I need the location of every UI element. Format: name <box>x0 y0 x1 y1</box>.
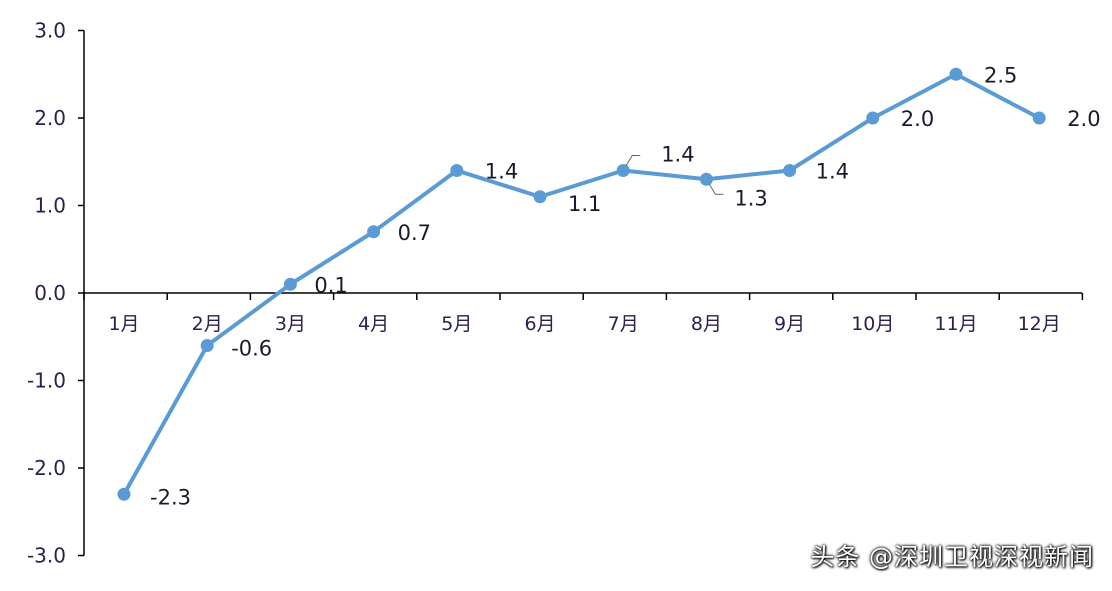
x-tick-label: 4月 <box>358 313 389 335</box>
y-tick-label: -2.0 <box>27 456 66 480</box>
x-tick-label: 6月 <box>524 313 555 335</box>
data-point <box>367 225 381 239</box>
x-tick-label: 1月 <box>108 313 139 335</box>
data-point <box>699 172 713 186</box>
y-tick-label: -1.0 <box>27 369 66 393</box>
data-label: 2.0 <box>901 107 934 131</box>
y-tick-label: 0.0 <box>34 281 66 305</box>
y-tick-label: 1.0 <box>34 194 66 218</box>
x-tick-label: 8月 <box>691 313 722 335</box>
data-point <box>949 67 963 81</box>
data-label: 2.0 <box>1067 107 1100 131</box>
x-tick-label: 10月 <box>851 313 894 335</box>
data-label: -2.3 <box>150 485 191 509</box>
data-label: 1.4 <box>816 160 849 184</box>
data-point <box>200 339 214 352</box>
series-line <box>122 72 1041 496</box>
watermark: 头条 @深圳卫视深视新闻 <box>810 543 1094 571</box>
data-point <box>866 111 880 125</box>
data-label: 1.1 <box>568 192 601 216</box>
x-tick-label: 2月 <box>192 313 223 335</box>
y-tick-label: 2.0 <box>34 106 66 130</box>
y-tick-label: -3.0 <box>27 544 66 568</box>
x-tick-label: 5月 <box>441 313 472 335</box>
data-label: 2.5 <box>984 63 1017 87</box>
data-label: 0.1 <box>314 273 347 297</box>
x-tick-label: 9月 <box>774 313 805 335</box>
x-tick-label: 11月 <box>934 313 977 335</box>
data-label: 0.7 <box>398 221 431 245</box>
data-point <box>616 164 630 177</box>
data-label: 1.4 <box>661 143 694 167</box>
leader-line <box>708 183 724 195</box>
data-point <box>117 487 131 501</box>
data-point <box>283 277 297 291</box>
data-point <box>533 190 547 204</box>
data-label: 1.3 <box>734 186 767 210</box>
data-label: 1.4 <box>485 160 518 184</box>
y-tick-label: 3.0 <box>34 19 66 43</box>
x-tick-label: 3月 <box>275 313 306 335</box>
x-tick-label: 7月 <box>608 313 639 335</box>
x-tick-label: 12月 <box>1018 313 1061 335</box>
data-point <box>450 164 464 177</box>
data-point <box>1032 111 1046 125</box>
leader-line <box>625 155 641 166</box>
data-point <box>783 164 797 177</box>
data-label: -0.6 <box>231 337 272 361</box>
